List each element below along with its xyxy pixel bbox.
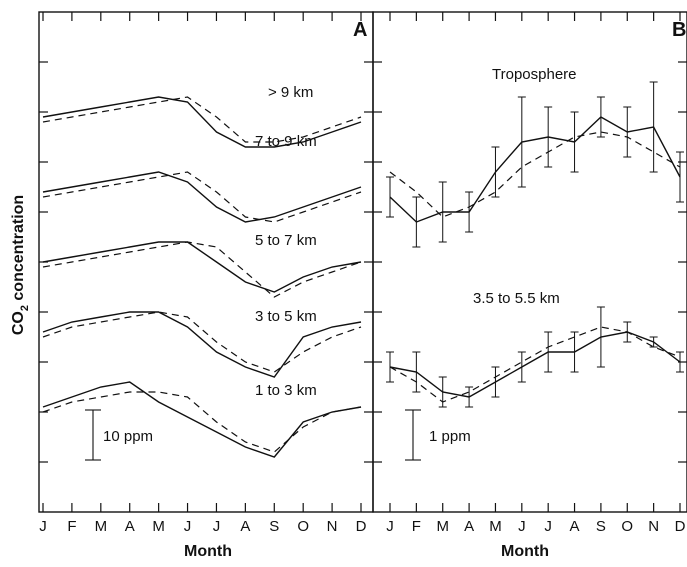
panel-a-group-1-solid-line: [42, 96, 362, 148]
panel-b-x-tick-label-3: M: [436, 518, 449, 535]
panel-a-x-tick-label-9: S: [269, 518, 279, 535]
y-axis-label: CO2 concentration: [10, 195, 31, 335]
panel-a-group-5-dashed-line: [42, 391, 362, 453]
panel-b-group-1-solid-line: [389, 116, 681, 223]
panel-a-x-tick-label-4: A: [125, 518, 135, 535]
panel-a-frame: [38, 11, 374, 513]
panel-a-x-tick-label-7: J: [213, 518, 221, 535]
panel-a-x-tick-label-5: M: [152, 518, 165, 535]
panel-a-group-label-5: 1 to 3 km: [255, 382, 317, 399]
panel-a-x-tick-label-6: J: [184, 518, 192, 535]
panel-b-x-tick-label-9: S: [596, 518, 606, 535]
panel-a-group-2-dashed-line: [42, 171, 362, 223]
panel-b-x-tick-label-10: O: [621, 518, 633, 535]
panel-a-x-axis-title: Month: [184, 543, 232, 560]
panel-a-scale-bar-label: 10 ppm: [103, 428, 153, 445]
panel-b-label: B: [672, 19, 686, 41]
panel-b-scale-bar-label: 1 ppm: [429, 428, 471, 445]
panel-b-x-tick-label-6: J: [518, 518, 526, 535]
panel-b-x-tick-label-8: A: [570, 518, 580, 535]
panel-a-group-label-1: > 9 km: [268, 84, 313, 101]
panel-b-x-tick-label-2: F: [412, 518, 421, 535]
panel-b-x-axis-title: Month: [501, 543, 549, 560]
panel-a-group-1-dashed-line: [42, 96, 362, 143]
panel-a-group-5-solid-line: [42, 381, 362, 458]
panel-b-x-tick-label-12: D: [675, 518, 686, 535]
panel-a-group-3-solid-line: [42, 241, 362, 293]
panel-a-x-tick-label-8: A: [240, 518, 250, 535]
panel-b-x-tick-label-4: A: [464, 518, 474, 535]
panel-a-x-tick-label-2: F: [67, 518, 76, 535]
panel-b-group-label-2: 3.5 to 5.5 km: [473, 290, 560, 307]
panel-b-frame: [372, 11, 687, 513]
panel-b-x-tick-label-7: J: [544, 518, 552, 535]
panel-a-x-tick-label-12: D: [356, 518, 367, 535]
panel-b-group-2-solid-line: [389, 331, 681, 398]
panel-b-x-tick-label-11: N: [648, 518, 659, 535]
panel-a-group-4-solid-line: [42, 311, 362, 378]
panel-a-x-tick-label-10: O: [297, 518, 309, 535]
panel-a-group-label-3: 5 to 7 km: [255, 232, 317, 249]
panel-b-x-tick-label-5: M: [489, 518, 502, 535]
panel-a-group-2-solid-line: [42, 171, 362, 223]
panel-b-group-label-1: Troposphere: [492, 66, 577, 83]
panel-a-group-label-4: 3 to 5 km: [255, 308, 317, 325]
panel-b-x-tick-label-1: J: [386, 518, 394, 535]
panel-a-x-tick-label-1: J: [39, 518, 47, 535]
panel-a-group-4-dashed-line: [42, 311, 362, 373]
panel-b-group-1-dashed-line: [389, 131, 681, 218]
panel-a-group-3-dashed-line: [42, 241, 362, 298]
panel-a-x-tick-label-11: N: [327, 518, 338, 535]
panel-a-label: A: [353, 19, 367, 41]
panel-b-group-2-dashed-line: [389, 326, 681, 403]
panel-a-x-tick-label-3: M: [95, 518, 108, 535]
